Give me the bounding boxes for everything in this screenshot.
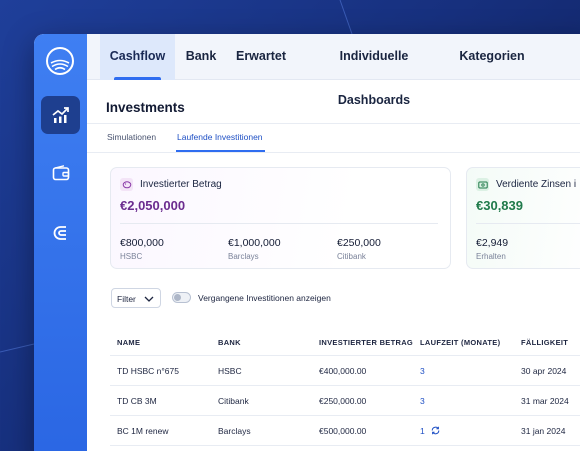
breakdown-value: €2,949	[476, 237, 509, 249]
divider	[110, 355, 580, 356]
cell-bank: Citibank	[218, 396, 249, 406]
chart-trend-icon	[51, 107, 69, 123]
renew-icon[interactable]	[430, 425, 441, 436]
cell-amount: €500,000.00	[319, 426, 367, 436]
card-label: Verdiente Zinsen i	[496, 179, 577, 190]
chevron-down-icon	[144, 296, 154, 302]
column-header-bank[interactable]: BANK	[218, 338, 241, 347]
divider	[476, 223, 580, 224]
cell-term: 3	[420, 396, 425, 406]
piggy-bank-icon	[120, 178, 133, 191]
tab-erwartet[interactable]: Erwartet	[235, 49, 287, 63]
top-nav: Cashflow Bank Erwartet Individuelle Dash…	[87, 34, 580, 107]
cell-term: 3	[420, 366, 425, 376]
breakdown-label: Citibank	[337, 252, 366, 261]
breakdown-value: €800,000	[120, 237, 164, 249]
banknote-icon	[476, 178, 489, 191]
sidebar-item-wallet[interactable]	[41, 154, 80, 192]
app-window: Cashflow Bank Erwartet Individuelle Dash…	[34, 34, 580, 451]
breakdown-label: Barclays	[228, 252, 259, 261]
cell-name: BC 1M renew	[117, 426, 169, 436]
sidebar-item-magnet[interactable]	[41, 214, 80, 252]
subtab-laufende-investitionen[interactable]: Laufende Investitionen	[177, 132, 263, 142]
cell-name: TD CB 3M	[117, 396, 157, 406]
tab-dashboards[interactable]: Individuelle Dashboards	[337, 49, 411, 107]
column-header-term[interactable]: LAUFZEIT (MONATE)	[420, 338, 501, 347]
cell-bank: Barclays	[218, 426, 251, 436]
wallet-icon	[52, 165, 69, 181]
divider	[110, 445, 580, 446]
cell-amount: €250,000.00	[319, 396, 367, 406]
cell-due: 31 jan 2024	[521, 426, 566, 436]
toggle-label: Vergangene Investitionen anzeigen	[198, 293, 331, 303]
card-value: €30,839	[476, 198, 523, 213]
sidebar	[34, 34, 87, 451]
cell-term: 1	[420, 426, 425, 436]
divider	[87, 123, 580, 124]
cell-name: TD HSBC n°675	[117, 366, 179, 376]
tab-kategorien[interactable]: Kategorien	[459, 49, 525, 63]
cell-due: 31 mar 2024	[521, 396, 569, 406]
app-logo[interactable]	[46, 47, 74, 75]
divider	[110, 385, 580, 386]
divider	[87, 152, 580, 153]
tab-cashflow[interactable]: Cashflow	[100, 34, 175, 80]
tab-bank[interactable]: Bank	[185, 49, 217, 63]
main-content: Cashflow Bank Erwartet Individuelle Dash…	[87, 34, 580, 451]
toggle-knob	[174, 294, 181, 301]
filter-dropdown[interactable]: Filter	[111, 288, 161, 308]
subtab-simulationen[interactable]: Simulationen	[107, 132, 157, 142]
divider	[110, 415, 580, 416]
subtab-indicator	[176, 150, 265, 152]
sidebar-item-investments[interactable]	[41, 96, 80, 134]
past-investments-toggle[interactable]	[172, 292, 191, 303]
breakdown-label: Erhalten	[476, 252, 506, 261]
cell-bank: HSBC	[218, 366, 242, 376]
column-header-name[interactable]: NAME	[117, 338, 141, 347]
magnet-icon	[53, 226, 66, 240]
breakdown-value: €1,000,000	[228, 237, 281, 249]
cell-amount: €400,000.00	[319, 366, 367, 376]
cell-due: 30 apr 2024	[521, 366, 567, 376]
invested-amount-card: Investierter Betrag €2,050,000 €800,000 …	[110, 167, 451, 269]
divider	[120, 223, 438, 224]
breakdown-label: HSBC	[120, 252, 143, 261]
column-header-amount[interactable]: INVESTIERTER BETRAG	[319, 338, 414, 347]
interest-earned-card: Verdiente Zinsen i €30,839 €2,949 Erhalt…	[466, 167, 580, 269]
page-title: Investments	[106, 100, 185, 115]
card-value: €2,050,000	[120, 198, 186, 213]
card-label: Investierter Betrag	[140, 179, 222, 190]
column-header-due[interactable]: FÄLLIGKEIT	[521, 338, 569, 347]
filter-label: Filter	[117, 294, 136, 304]
breakdown-value: €250,000	[337, 237, 381, 249]
